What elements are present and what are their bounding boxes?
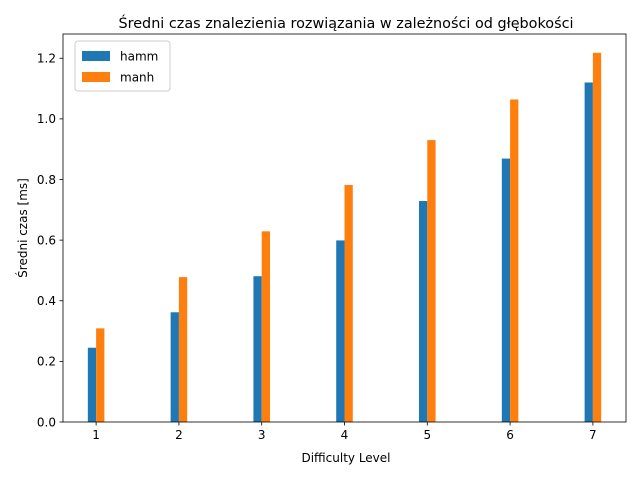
bar-manh-3 xyxy=(261,231,270,422)
legend-swatch-hamm xyxy=(82,51,110,61)
bar-hamm-6 xyxy=(501,158,511,422)
legend-swatch-manh xyxy=(82,72,110,82)
y-tick-label: 0.6 xyxy=(37,233,56,247)
bar-manh-4 xyxy=(344,184,353,422)
bar-hamm-1 xyxy=(87,347,97,422)
bar-hamm-7 xyxy=(584,82,593,422)
bar-hamm-2 xyxy=(170,312,179,422)
x-tick-label: 6 xyxy=(506,428,514,442)
legend-label-hamm: hamm xyxy=(120,50,158,64)
y-tick-label: 0.4 xyxy=(37,294,56,308)
y-axis-label: Średni czas [ms] xyxy=(15,178,30,278)
y-tick-label: 1.0 xyxy=(37,112,56,126)
bar-manh-1 xyxy=(96,328,105,422)
y-tick-label: 0.2 xyxy=(37,355,56,369)
legend-label-manh: manh xyxy=(120,71,154,85)
x-tick-label: 7 xyxy=(589,428,597,442)
x-axis-ticks: 1 2 3 4 5 6 7 xyxy=(92,422,597,442)
bar-manh-6 xyxy=(510,99,519,422)
x-tick-label: 5 xyxy=(423,428,431,442)
x-tick-label: 2 xyxy=(175,428,183,442)
bars xyxy=(87,52,602,422)
y-tick-label: 0.8 xyxy=(37,173,56,187)
chart-title: Średni czas znalezienia rozwiązania w za… xyxy=(118,14,573,32)
y-axis-ticks: 0.0 0.2 0.4 0.6 0.8 1.0 1.2 xyxy=(37,52,63,429)
legend: hamm manh xyxy=(74,40,171,92)
x-axis-label: Difficulty Level xyxy=(301,451,390,465)
y-tick-label: 1.2 xyxy=(37,52,56,66)
bar-hamm-5 xyxy=(419,201,428,422)
bar-hamm-4 xyxy=(336,240,345,422)
x-tick-label: 3 xyxy=(258,428,266,442)
bar-manh-2 xyxy=(178,277,188,422)
x-tick-label: 1 xyxy=(92,428,100,442)
bar-manh-7 xyxy=(592,52,602,422)
bar-hamm-3 xyxy=(253,276,262,422)
bar-manh-5 xyxy=(427,140,436,422)
x-tick-label: 4 xyxy=(341,428,349,442)
y-tick-label: 0.0 xyxy=(37,415,56,429)
